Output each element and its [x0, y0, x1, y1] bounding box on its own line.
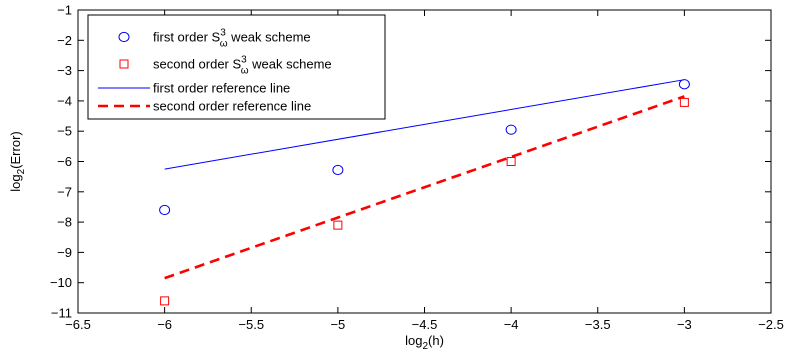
y-tick-label: −5 [57, 124, 72, 139]
legend-label-2: first order reference line [153, 81, 290, 96]
first-order-point-1 [332, 164, 344, 176]
y-axis-label: log2(Error) [8, 131, 27, 191]
legend-swatch-1 [119, 59, 129, 69]
legend-label-3: second order reference line [153, 99, 311, 114]
y-tick-label: −1 [57, 3, 72, 18]
legend-box [87, 14, 386, 120]
x-tick-label: −6.5 [65, 317, 91, 332]
y-tick-label: −7 [57, 184, 72, 199]
y-tick-label: −9 [57, 245, 72, 260]
y-tick-label: −11 [51, 306, 72, 321]
first-order-reference-line [164, 79, 685, 170]
x-tick-label: −3 [677, 317, 692, 332]
legend-label-0: first order S3 ω weak scheme [153, 28, 311, 50]
legend-entry-2: first order reference line [98, 81, 290, 96]
legend-entry-3: second order reference line [98, 99, 311, 114]
second-order-point-2 [506, 157, 516, 166]
x-tick-label: −4 [504, 317, 519, 332]
y-tick-labels: −11 −10 −9 −8 −7 −6 −5 −4 −3 −2 −1 [50, 3, 72, 321]
y-tick-label: −2 [57, 33, 72, 48]
y-tick-label: −10 [50, 275, 72, 290]
y-tick-label: −6 [57, 154, 72, 169]
x-tick-label: −2.5 [758, 317, 784, 332]
x-tick-label: −6 [157, 317, 172, 332]
axis-ticks [77, 9, 772, 314]
x-tick-label: −3.5 [585, 317, 611, 332]
legend-entry-0: first order S3 ω weak scheme [118, 28, 311, 50]
first-order-point-3 [678, 79, 690, 90]
legend: first order S3 ω weak scheme second order … [87, 14, 386, 120]
x-tick-label: −5 [330, 317, 345, 332]
x-tick-labels: −6.5 −6 −5.5 −5 −4.5 −4 −3.5 −3 −2.5 [65, 317, 784, 332]
legend-entry-1: second order S3 ω weak scheme [119, 55, 332, 77]
first-order-point-2 [505, 124, 517, 135]
x-tick-label: −4.5 [412, 317, 438, 332]
legend-swatch-0 [118, 31, 130, 43]
second-order-reference-line [164, 95, 685, 280]
second-order-point-0 [160, 296, 170, 306]
x-tick-label: −5.5 [238, 317, 264, 332]
y-tick-label: −8 [57, 215, 72, 230]
first-order-point-0 [159, 204, 171, 216]
y-tick-label: −3 [57, 63, 72, 78]
second-order-point-3 [679, 97, 689, 107]
plot-marks [159, 79, 690, 306]
x-axis-label: log2(h) [405, 333, 444, 352]
y-tick-label: −4 [57, 93, 72, 108]
second-order-point-1 [333, 220, 343, 230]
legend-label-1: second order S3 ω weak scheme [153, 55, 332, 77]
